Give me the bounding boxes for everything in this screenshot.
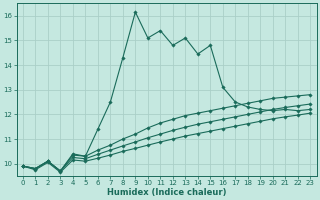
X-axis label: Humidex (Indice chaleur): Humidex (Indice chaleur) [107, 188, 226, 197]
